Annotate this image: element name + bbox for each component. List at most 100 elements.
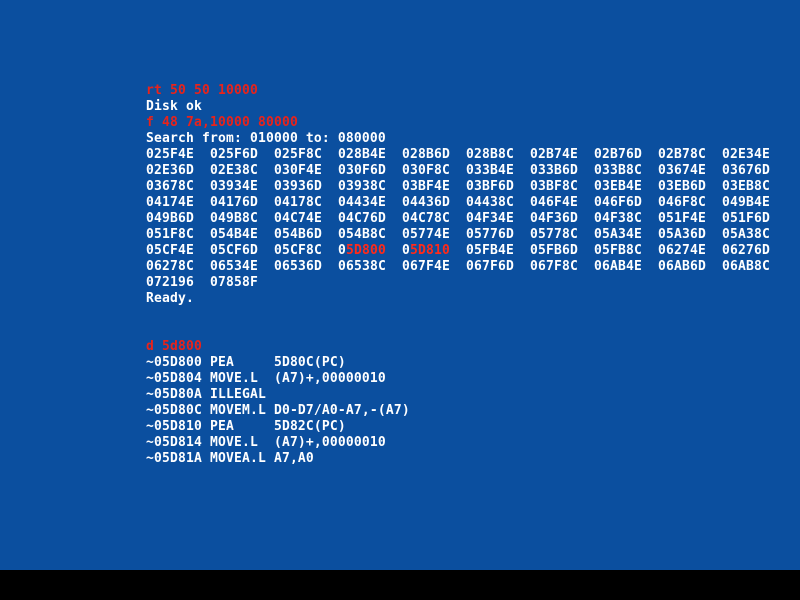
border bbox=[0, 570, 800, 600]
hex-address: 02E38C bbox=[210, 163, 258, 178]
hex-address: 054B8C bbox=[338, 227, 386, 242]
hex-address: 03676D bbox=[722, 163, 770, 178]
hex-prefix: 0 bbox=[402, 243, 410, 258]
hex-address: 04436D bbox=[402, 195, 450, 210]
hex-address: 033B6D bbox=[530, 163, 578, 178]
hex-address: 067F8C bbox=[530, 259, 578, 274]
hex-address: 049B4E bbox=[722, 195, 770, 210]
command-line: f 48 7a,10000 80000 bbox=[146, 115, 298, 130]
hex-address: 025F6D bbox=[210, 147, 258, 162]
hex-row: 04174E 04176D 04178C 04434E 04436D 04438C 046F… bbox=[146, 195, 786, 211]
hex-address: 03934E bbox=[210, 179, 258, 194]
hex-address: 033B4E bbox=[466, 163, 514, 178]
output-line: ~05D810 PEA 5D82C(PC) bbox=[146, 419, 346, 434]
hex-address: 04434E bbox=[338, 195, 386, 210]
hex-address: 030F6D bbox=[338, 163, 386, 178]
hex-address: 06276D bbox=[722, 243, 770, 258]
hex-address: 05776D bbox=[466, 227, 514, 242]
hex-address: 06538C bbox=[338, 259, 386, 274]
hex-address: 05A36D bbox=[658, 227, 706, 242]
hex-address: 05778C bbox=[530, 227, 578, 242]
hex-address: 04C78C bbox=[402, 211, 450, 226]
hex-address: 06536D bbox=[274, 259, 322, 274]
hex-address: 05FB4E bbox=[466, 243, 514, 258]
hex-address: 03EB6D bbox=[658, 179, 706, 194]
hex-address: 03936D bbox=[274, 179, 322, 194]
hex-address: 028B8C bbox=[466, 147, 514, 162]
hex-address: 025F4E bbox=[146, 147, 194, 162]
hex-row: 03678C 03934E 03936D 03938C 03BF4E 03BF6D 03BF… bbox=[146, 179, 786, 195]
output-line: ~05D814 MOVE.L (A7)+,00000010 bbox=[146, 435, 386, 450]
hex-address: 02B74E bbox=[530, 147, 578, 162]
hex-address: 05CF6D bbox=[210, 243, 258, 258]
hex-address: 072196 bbox=[146, 275, 194, 290]
hex-address: 05774E bbox=[402, 227, 450, 242]
hex-address: 03BF4E bbox=[402, 179, 450, 194]
hex-address: 054B4E bbox=[210, 227, 258, 242]
hex-address: 06278C bbox=[146, 259, 194, 274]
output-line: ~05D804 MOVE.L (A7)+,00000010 bbox=[146, 371, 386, 386]
hex-address: 02E34E bbox=[722, 147, 770, 162]
hex-address: 05CF4E bbox=[146, 243, 194, 258]
hex-address: 06534E bbox=[210, 259, 258, 274]
hex-address: 067F4E bbox=[402, 259, 450, 274]
hex-address: 049B6D bbox=[146, 211, 194, 226]
output-line: ~05D80C MOVEM.L D0-D7/A0-A7,-(A7) bbox=[146, 403, 410, 418]
hex-address: 02B76D bbox=[594, 147, 642, 162]
output-line: Disk ok bbox=[146, 99, 202, 114]
hex-address: 06AB6D bbox=[658, 259, 706, 274]
hex-prefix: 0 bbox=[338, 243, 346, 258]
command-line: rt 50 50 10000 bbox=[146, 83, 258, 98]
hex-address: 05FB8C bbox=[594, 243, 642, 258]
hex-address: 03674E bbox=[658, 163, 706, 178]
hex-highlight: 5D800 bbox=[346, 243, 386, 258]
hex-address: 07858F bbox=[210, 275, 258, 290]
hex-row: 05CF4E 05CF6D 05CF8C 05D800 05D810 05FB4E 05FB… bbox=[146, 243, 786, 259]
hex-address: 046F4E bbox=[530, 195, 578, 210]
hex-row: 051F8C 054B4E 054B6D 054B8C 05774E 05776D 0577… bbox=[146, 227, 786, 243]
monitor-screen: rt 50 50 10000 Disk ok f 48 7a,10000 80000… bbox=[0, 0, 800, 570]
hex-address: 054B6D bbox=[274, 227, 322, 242]
hex-address: 04178C bbox=[274, 195, 322, 210]
hex-address: 04174E bbox=[146, 195, 194, 210]
hex-address: 025F8C bbox=[274, 147, 322, 162]
hex-address: 03BF8C bbox=[530, 179, 578, 194]
hex-address: 06274E bbox=[658, 243, 706, 258]
output-line: Search from: 010000 to: 080000 bbox=[146, 131, 386, 146]
hex-address: 030F4E bbox=[274, 163, 322, 178]
hex-address: 05D800 bbox=[338, 243, 386, 259]
hex-address: 03BF6D bbox=[466, 179, 514, 194]
hex-address: 028B6D bbox=[402, 147, 450, 162]
hex-address: 04F34E bbox=[466, 211, 514, 226]
hex-address: 04F38C bbox=[594, 211, 642, 226]
hex-address: 02E36D bbox=[146, 163, 194, 178]
hex-address: 04438C bbox=[466, 195, 514, 210]
hex-address: 067F6D bbox=[466, 259, 514, 274]
output-line: ~05D80A ILLEGAL bbox=[146, 387, 266, 402]
hex-address: 05A38C bbox=[722, 227, 770, 242]
hex-address: 051F4E bbox=[658, 211, 706, 226]
hex-address: 03678C bbox=[146, 179, 194, 194]
hex-address: 051F6D bbox=[722, 211, 770, 226]
hex-row: 072196 07858F bbox=[146, 275, 786, 291]
hex-highlight: 5D810 bbox=[410, 243, 450, 258]
hex-address: 03938C bbox=[338, 179, 386, 194]
hex-row: 02E36D 02E38C 030F4E 030F6D 030F8C 033B4E 033B… bbox=[146, 163, 786, 179]
hex-address: 04C74E bbox=[274, 211, 322, 226]
hex-address: 05FB6D bbox=[530, 243, 578, 258]
command-line: d 5d800 bbox=[146, 339, 202, 354]
hex-address: 02B78C bbox=[658, 147, 706, 162]
hex-address: 051F8C bbox=[146, 227, 194, 242]
hex-row: 06278C 06534E 06536D 06538C 067F4E 067F6D 067F… bbox=[146, 259, 786, 275]
hex-address: 03EB4E bbox=[594, 179, 642, 194]
hex-address: 046F8C bbox=[658, 195, 706, 210]
hex-address: 03EB8C bbox=[722, 179, 770, 194]
hex-row: 049B6D 049B8C 04C74E 04C76D 04C78C 04F34E 04F3… bbox=[146, 211, 786, 227]
hex-address: 06AB4E bbox=[594, 259, 642, 274]
hex-address: 06AB8C bbox=[722, 259, 770, 274]
hex-address: 05A34E bbox=[594, 227, 642, 242]
hex-address: 033B8C bbox=[594, 163, 642, 178]
output-line: ~05D81A MOVEA.L A7,A0 bbox=[146, 451, 314, 466]
hex-address: 030F8C bbox=[402, 163, 450, 178]
